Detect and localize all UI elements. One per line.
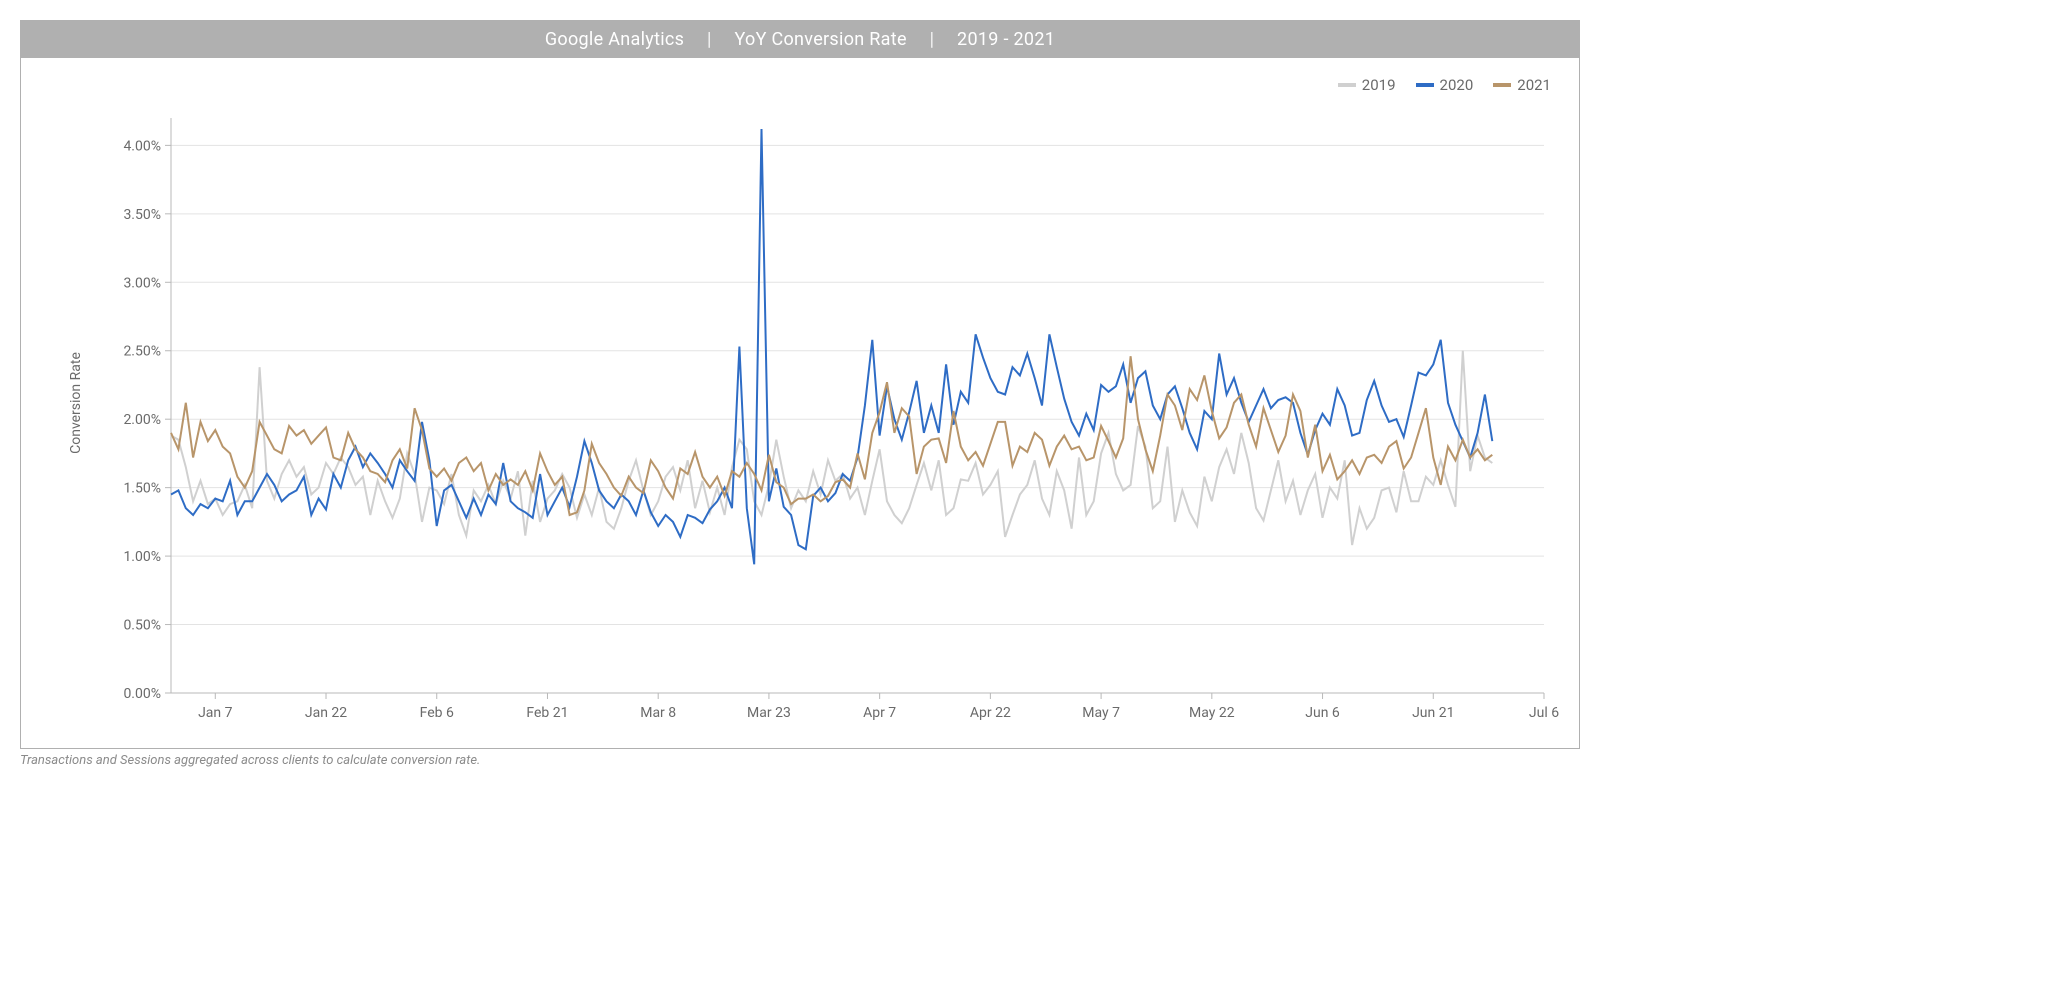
legend-item[interactable]: 2019 [1338, 76, 1396, 94]
svg-text:Mar 23: Mar 23 [747, 705, 791, 721]
series-2019 [171, 351, 1492, 545]
svg-text:1.50%: 1.50% [123, 481, 161, 497]
y-axis-title: Conversion Rate [68, 352, 84, 454]
chart-container: Google Analytics | YoY Conversion Rate |… [20, 20, 1580, 749]
legend-swatch [1493, 83, 1511, 87]
svg-text:Jan 7: Jan 7 [198, 705, 233, 721]
svg-text:Apr 7: Apr 7 [863, 705, 896, 721]
svg-text:1.00%: 1.00% [123, 549, 161, 565]
legend-label: 2019 [1362, 76, 1396, 94]
svg-text:May 7: May 7 [1082, 705, 1120, 721]
header-separator: | [707, 29, 712, 50]
svg-text:May 22: May 22 [1189, 705, 1235, 721]
svg-text:3.50%: 3.50% [123, 207, 161, 223]
svg-text:Jan 22: Jan 22 [305, 705, 347, 721]
svg-text:0.50%: 0.50% [123, 618, 161, 634]
svg-text:Jul 6: Jul 6 [1529, 705, 1559, 721]
svg-text:Jun 6: Jun 6 [1305, 705, 1340, 721]
legend-label: 2020 [1440, 76, 1474, 94]
svg-text:Feb 21: Feb 21 [526, 705, 568, 721]
header-part-1: Google Analytics [545, 29, 684, 50]
header-part-2: YoY Conversion Rate [734, 29, 906, 50]
series-2021 [171, 356, 1492, 515]
chart-footnote: Transactions and Sessions aggregated acr… [20, 753, 1580, 768]
legend-item[interactable]: 2021 [1493, 76, 1551, 94]
header-part-3: 2019 - 2021 [957, 29, 1055, 50]
plot-area: Conversion Rate 2019 2020 2021 0.00% 0.50% 1… [21, 58, 1579, 748]
svg-text:3.00%: 3.00% [123, 275, 161, 291]
svg-text:Mar 8: Mar 8 [640, 705, 676, 721]
svg-text:0.00%: 0.00% [123, 686, 161, 702]
legend-label: 2021 [1517, 76, 1551, 94]
chart-svg: 0.00% 0.50% 1.00% 1.50% 2.00% 2.50% 3.00% 3.50%… [21, 58, 1579, 748]
series-2020 [171, 129, 1492, 564]
chart-legend: 2019 2020 2021 [1338, 76, 1551, 94]
svg-text:Feb 6: Feb 6 [420, 705, 454, 721]
chart-header: Google Analytics | YoY Conversion Rate |… [21, 21, 1579, 58]
svg-text:2.50%: 2.50% [123, 344, 161, 360]
header-separator: | [930, 29, 935, 50]
svg-text:4.00%: 4.00% [123, 138, 161, 154]
legend-swatch [1416, 83, 1434, 87]
legend-item[interactable]: 2020 [1416, 76, 1474, 94]
svg-text:Jun 21: Jun 21 [1412, 705, 1454, 721]
legend-swatch [1338, 83, 1356, 87]
svg-text:Apr 22: Apr 22 [970, 705, 1011, 721]
svg-text:2.00%: 2.00% [123, 412, 161, 428]
